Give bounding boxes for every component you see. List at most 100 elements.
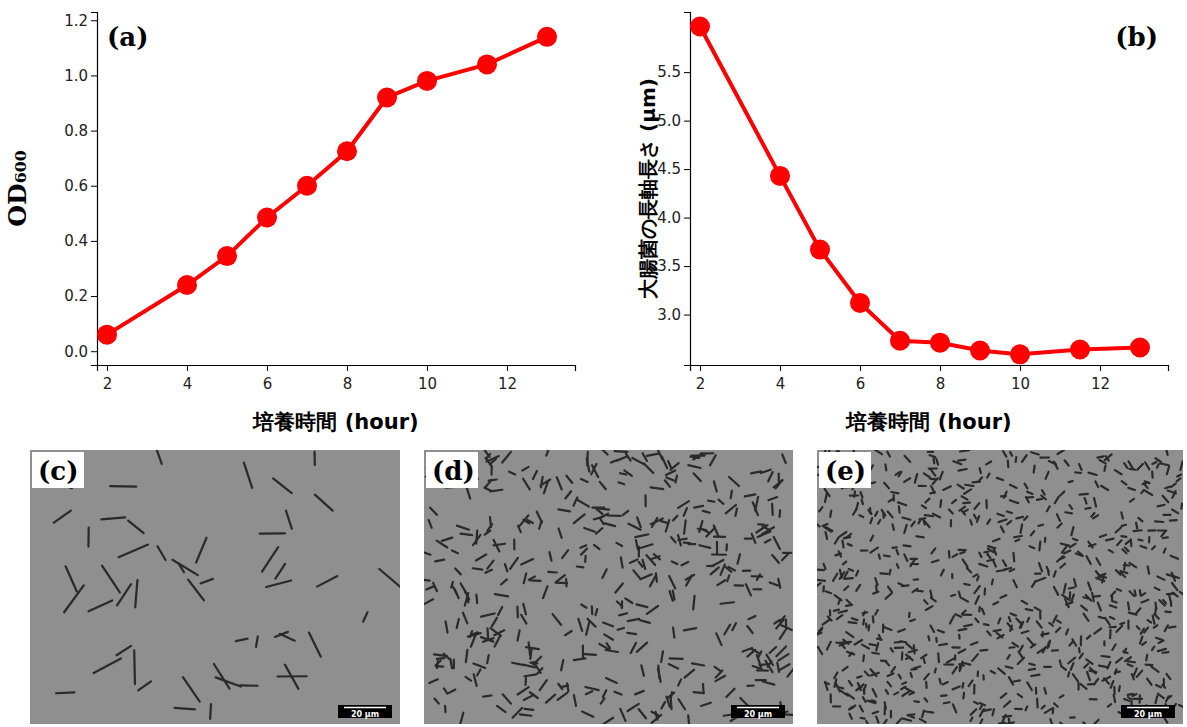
cell (260, 532, 285, 535)
cell (1120, 623, 1124, 624)
cell (1071, 527, 1073, 535)
cell (823, 619, 830, 624)
cell (584, 556, 587, 562)
cell (315, 495, 333, 511)
cell (682, 562, 689, 565)
cell (875, 512, 877, 516)
cell (616, 543, 622, 546)
cell (899, 675, 901, 679)
cell (735, 508, 737, 515)
cell (1012, 553, 1015, 561)
cell (875, 578, 877, 585)
cell (887, 452, 890, 457)
cell (708, 501, 714, 502)
cell (1042, 706, 1045, 709)
cell (1156, 685, 1161, 687)
y-tick-mark (91, 351, 97, 352)
y-tick-mark (684, 266, 690, 267)
x-tick: 10 (418, 365, 437, 393)
cell (655, 573, 658, 581)
cell (758, 523, 765, 526)
cell (641, 665, 644, 675)
x-tick-label: 10 (418, 375, 437, 393)
cell (716, 542, 718, 553)
cell (671, 537, 675, 542)
cell (694, 506, 703, 508)
cell (973, 574, 977, 576)
cell (201, 579, 213, 584)
x-tick-label: 4 (183, 375, 193, 393)
cell (924, 473, 930, 477)
cell (689, 543, 696, 545)
cell (1140, 637, 1142, 644)
cell (904, 456, 910, 462)
cell (936, 459, 938, 465)
cell (473, 535, 480, 545)
cell (463, 613, 467, 624)
cell (618, 628, 624, 630)
cell (1038, 525, 1043, 526)
cell (710, 455, 716, 465)
cell (1001, 526, 1004, 532)
cell (893, 546, 897, 549)
cell (513, 540, 515, 550)
cell (1049, 461, 1056, 464)
cell (1158, 649, 1166, 651)
cell (1118, 686, 1121, 691)
cell (768, 497, 777, 500)
micrograph-background (30, 450, 400, 724)
cell (530, 692, 538, 698)
cell (993, 602, 998, 604)
cell (553, 614, 561, 625)
cell (836, 684, 840, 692)
cell (524, 678, 527, 685)
cell (980, 649, 987, 652)
cell (567, 683, 568, 691)
cell (948, 551, 951, 557)
cell (822, 524, 827, 526)
y-tick-mark (91, 75, 97, 76)
cell (94, 659, 121, 674)
y-tick: 0.2 (64, 287, 97, 305)
cell (827, 642, 831, 650)
cell (888, 674, 894, 676)
cell (678, 501, 689, 508)
cell (1039, 563, 1042, 571)
cell (555, 581, 567, 584)
cell (856, 503, 858, 510)
cell (1145, 462, 1149, 469)
cell (1177, 475, 1181, 477)
cell (919, 517, 925, 520)
cell (1049, 623, 1053, 626)
data-point (337, 141, 357, 161)
cell (475, 595, 478, 603)
cell (1031, 531, 1034, 535)
cell (1013, 643, 1019, 647)
cell (714, 481, 717, 491)
cell (712, 560, 724, 566)
cell (908, 613, 911, 617)
cell (631, 643, 636, 653)
cell (865, 672, 869, 676)
cell (866, 721, 868, 724)
cell (89, 600, 113, 611)
cell (688, 715, 689, 724)
cell (640, 544, 652, 548)
cell (986, 461, 991, 464)
cell (1137, 464, 1143, 470)
cell (518, 687, 529, 694)
cell (897, 550, 899, 554)
cell (969, 680, 973, 686)
cell (599, 450, 608, 454)
cell (898, 502, 906, 505)
cell (1016, 517, 1023, 519)
cell (1105, 454, 1112, 460)
cell (1003, 451, 1006, 456)
cell (921, 655, 926, 658)
cell (686, 575, 695, 580)
cell (1142, 642, 1146, 645)
cell (896, 718, 902, 724)
cell (1007, 461, 1010, 468)
cell (1152, 462, 1156, 464)
cell (1168, 696, 1171, 698)
